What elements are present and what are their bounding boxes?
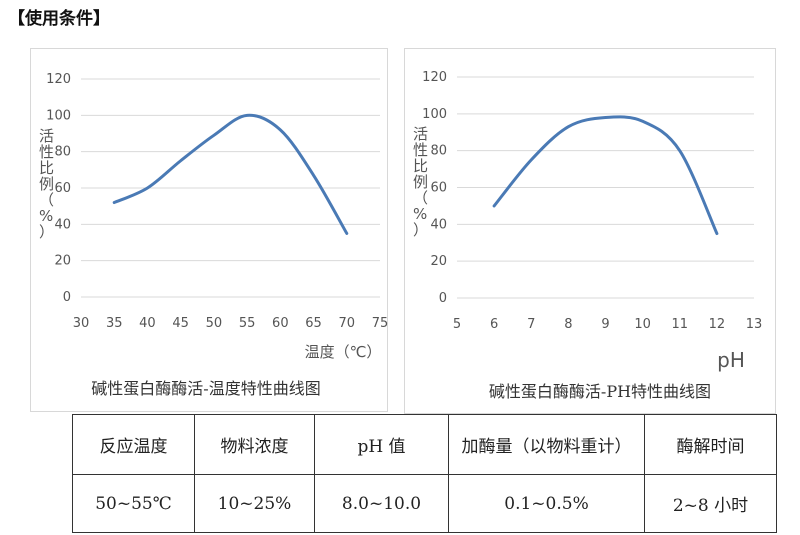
x-axis-label: 温度（℃） (305, 343, 382, 361)
x-axis-label: pH (717, 348, 745, 372)
y-tick-label: 40 (430, 217, 447, 232)
y-tick-label: 80 (430, 144, 447, 159)
header-material-concentration: 物料浓度 (194, 414, 315, 475)
y-tick-label: 0 (63, 290, 71, 305)
table-header-row: 反应温度 物料浓度 pH 值 加酶量（以物料重计） 酶解时间 (72, 414, 777, 475)
x-tick-label: 12 (709, 317, 726, 332)
temperature-chart-panel: 0 20 40 60 80 100 120 30 35 40 45 50 55 60 65 70 75 活性比例（… (30, 48, 388, 412)
x-tick-label: 7 (527, 317, 535, 332)
chart-title: 碱性蛋白酶酶活-温度特性曲线图 (91, 379, 320, 398)
x-tick-label: 50 (206, 316, 223, 331)
y-tick-label: 120 (46, 72, 71, 87)
x-tick-label: 55 (239, 316, 256, 331)
x-tick-label: 13 (746, 317, 763, 332)
x-tick-label: 8 (564, 317, 572, 332)
y-tick-label: 20 (54, 254, 71, 269)
y-tick-label: 20 (430, 254, 447, 269)
y-tick-label: 100 (46, 108, 71, 123)
cell-ph-value: 8.0~10.0 (314, 474, 449, 533)
x-tick-label: 70 (339, 316, 356, 331)
x-tick-label: 9 (601, 317, 609, 332)
table-row: 50~55℃ 10~25% 8.0~10.0 0.1~0.5% 2~8 小时 (72, 474, 777, 533)
x-tick-label: 10 (634, 317, 651, 332)
header-ph-value: pH 值 (314, 414, 449, 475)
x-tick-label: 40 (139, 316, 156, 331)
header-enzyme-dosage: 加酶量（以物料重计） (448, 414, 645, 475)
y-tick-label: 40 (54, 217, 71, 232)
activity-series-line (112, 113, 349, 235)
x-tick-label: 65 (305, 316, 322, 331)
x-tick-label: 30 (73, 316, 90, 331)
header-hydrolysis-time: 酶解时间 (644, 414, 777, 475)
y-tick-label: 0 (439, 291, 447, 306)
usage-conditions-table: 反应温度 物料浓度 pH 值 加酶量（以物料重计） 酶解时间 50~55℃ 10… (72, 414, 777, 533)
y-tick-label: 60 (54, 181, 71, 196)
chart-title: 碱性蛋白酶酶活-PH特性曲线图 (489, 382, 711, 401)
x-tick-label: 60 (272, 316, 289, 331)
y-tick-label: 120 (422, 70, 447, 85)
section-heading: 【使用条件】 (8, 9, 110, 29)
activity-series-line (492, 115, 719, 236)
ph-chart-panel: 0 20 40 60 80 100 120 5 6 7 8 9 10 11 12 13 活性比例（%） pH 碱性蛋… (404, 48, 776, 414)
x-tick-label: 11 (671, 317, 688, 332)
cell-enzyme-dosage: 0.1~0.5% (448, 474, 645, 533)
ph-activity-chart: 0 20 40 60 80 100 120 5 6 7 8 9 10 11 12 13 活性比例（%） pH 碱性蛋… (413, 70, 763, 401)
cell-hydrolysis-time: 2~8 小时 (644, 474, 777, 533)
x-tick-label: 35 (106, 316, 123, 331)
y-axis-label: 活性比例（%） (413, 125, 428, 239)
x-tick-label: 6 (490, 317, 498, 332)
x-tick-label: 45 (172, 316, 189, 331)
cell-reaction-temperature: 50~55℃ (72, 474, 195, 533)
y-tick-label: 60 (430, 181, 447, 196)
cell-material-concentration: 10~25% (194, 474, 315, 533)
x-tick-label: 75 (372, 316, 389, 331)
y-tick-label: 100 (422, 107, 447, 122)
y-tick-label: 80 (54, 145, 71, 160)
x-tick-label: 5 (453, 317, 461, 332)
header-reaction-temperature: 反应温度 (72, 414, 195, 475)
temperature-activity-chart: 0 20 40 60 80 100 120 30 35 40 45 50 55 60 65 70 75 活性比例（… (39, 72, 389, 398)
y-axis-label: 活性比例（%） (39, 127, 54, 241)
